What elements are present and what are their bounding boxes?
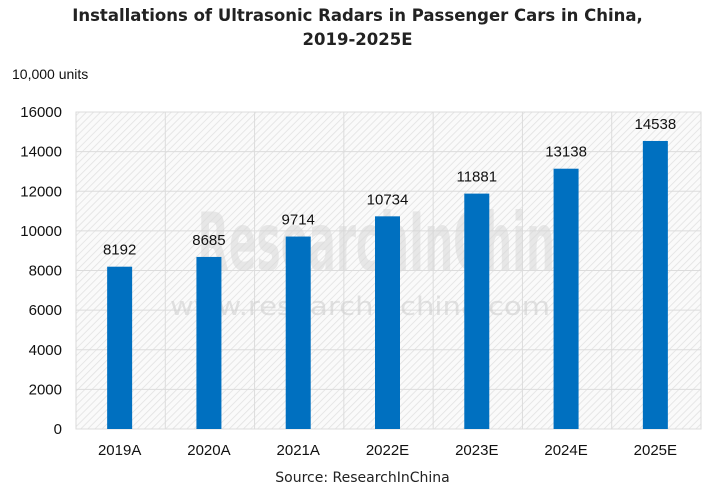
y-tick-label: 14000 xyxy=(20,144,62,161)
x-tick-label: 2025E xyxy=(634,442,677,459)
data-label: 10734 xyxy=(367,191,409,208)
y-tick-label: 2000 xyxy=(29,381,62,398)
bar-2025E xyxy=(642,140,668,429)
chart-title-line-2: 2019-2025E xyxy=(302,30,413,49)
x-tick-label: 2024E xyxy=(544,442,587,459)
y-tick-label: 0 xyxy=(54,421,62,438)
watermark-url: www.researchinchina.com xyxy=(170,292,550,322)
x-tick-label: 2021A xyxy=(277,442,320,459)
y-tick-label: 12000 xyxy=(20,183,62,200)
x-tick-label: 2022E xyxy=(366,442,409,459)
bars xyxy=(107,140,668,429)
data-labels: 8192 8685 9714 10734 11881 13138 14538 xyxy=(103,116,676,259)
source-note: Source: ResearchInChina xyxy=(275,470,450,486)
y-tick-label: 6000 xyxy=(29,302,62,319)
x-tick-label: 2023E xyxy=(455,442,498,459)
bar-2021A xyxy=(285,236,311,429)
bar-2022E xyxy=(375,216,400,429)
data-label: 8192 xyxy=(103,242,136,259)
y-tick-label: 10000 xyxy=(20,223,62,240)
chart-title: Installations of Ultrasonic Radars in Pa… xyxy=(0,4,715,52)
data-label: 9714 xyxy=(282,212,315,229)
x-tick-label: 2019A xyxy=(98,442,141,459)
data-label: 13138 xyxy=(545,144,587,161)
x-axis-tick-labels: 2019A 2020A 2021A 2022E 2023E 2024E 2025E xyxy=(98,442,677,459)
chart-title-line-1: Installations of Ultrasonic Radars in Pa… xyxy=(72,6,643,25)
data-label: 11881 xyxy=(456,169,497,186)
y-axis-unit-label: 10,000 units xyxy=(12,66,89,82)
y-tick-label: 8000 xyxy=(29,263,62,280)
bar-2020A xyxy=(196,256,222,429)
y-axis-tick-labels: 0 2000 4000 6000 8000 10000 12000 14000 16000 xyxy=(20,104,62,438)
bar-2024E xyxy=(553,168,579,429)
x-tick-label: 2020A xyxy=(187,442,230,459)
data-label: 14538 xyxy=(634,116,676,133)
data-label: 8685 xyxy=(192,232,225,249)
y-tick-label: 4000 xyxy=(29,342,62,359)
y-tick-label: 16000 xyxy=(20,104,62,121)
bar-2019A xyxy=(107,266,133,429)
bar-2023E xyxy=(464,193,490,429)
